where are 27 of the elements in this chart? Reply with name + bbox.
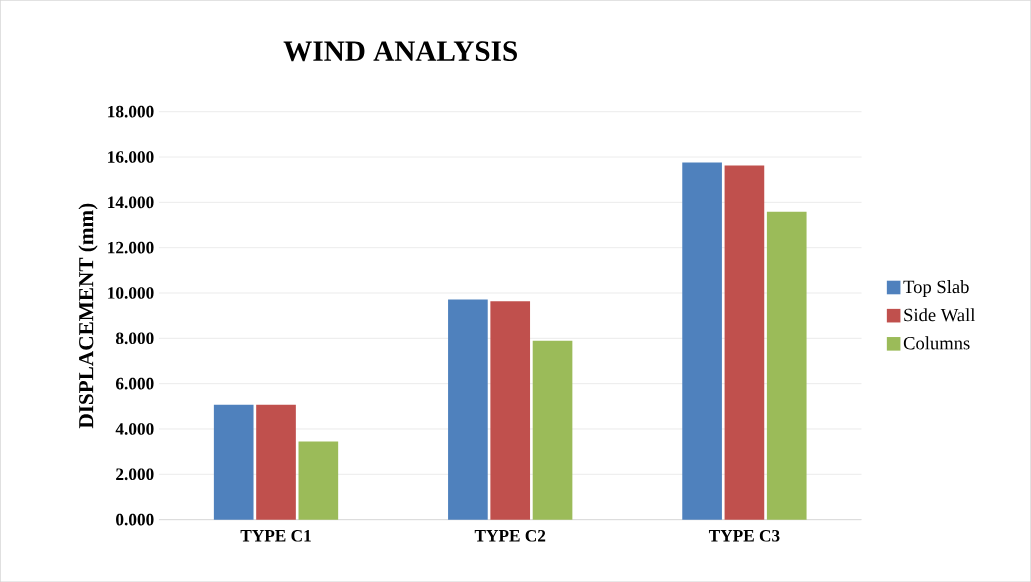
bar: [682, 162, 722, 520]
y-tick-label: 6.000: [115, 377, 154, 390]
y-tick-label: 10.000: [108, 287, 154, 299]
y-axis-title: DISPLACEMENT (mm): [78, 203, 98, 429]
chart-title: WIND ANALYSIS: [283, 41, 517, 62]
legend-label: Columns: [903, 336, 970, 350]
y-tick-label: 4.000: [115, 423, 154, 435]
y-tick-label: 18.000: [108, 105, 154, 118]
y-tick-label: 14.000: [108, 196, 154, 209]
bar: [256, 404, 296, 520]
y-tick-label: 16.000: [108, 151, 154, 163]
legend-label: Top Slab: [903, 279, 969, 297]
bar: [532, 340, 573, 520]
bar: [298, 441, 339, 520]
y-tick-label: 0.000: [116, 513, 154, 526]
y-tick-label: 8.000: [115, 332, 154, 345]
bar: [724, 165, 765, 520]
x-tick-label: TYPE C1: [240, 529, 311, 542]
bar: [490, 301, 531, 520]
bar: [766, 211, 807, 520]
legend-label: Side Wall: [904, 308, 976, 322]
bar: [213, 404, 254, 520]
x-tick-label: TYPE C3: [708, 529, 780, 542]
bar: [448, 299, 488, 520]
x-tick-label: TYPE C2: [474, 529, 546, 542]
y-tick-label: 12.000: [108, 241, 154, 254]
y-tick-label: 2.000: [116, 468, 154, 481]
